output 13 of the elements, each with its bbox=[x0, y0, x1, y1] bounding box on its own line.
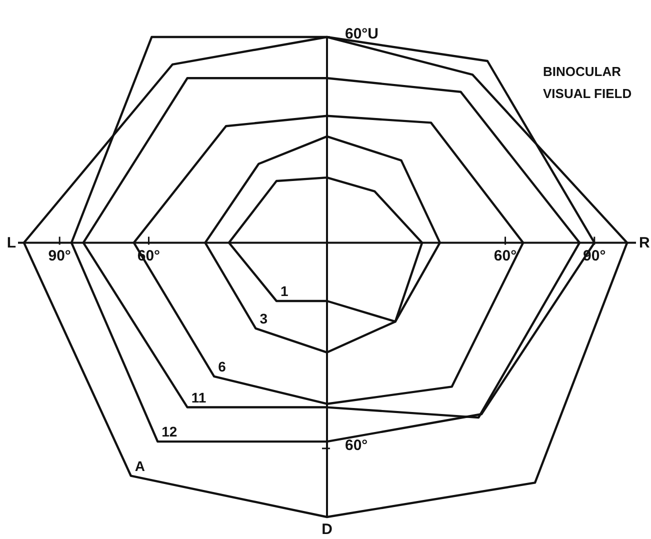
y-tick-label: 60°U bbox=[345, 26, 379, 42]
text: D bbox=[322, 521, 333, 538]
text: R bbox=[639, 234, 650, 252]
x-tick-label: 90° bbox=[48, 248, 71, 265]
series-label: 12 bbox=[162, 424, 178, 440]
series-label: 6 bbox=[218, 358, 226, 374]
series-label: 3 bbox=[260, 310, 268, 326]
series-label: A bbox=[134, 458, 146, 474]
text: BINOCULAR VISUAL FIELD bbox=[543, 64, 632, 101]
series-label: 1 bbox=[280, 283, 288, 299]
text: L bbox=[6, 234, 16, 252]
x-tick-label: 60° bbox=[494, 248, 517, 265]
series-label: 11 bbox=[191, 389, 206, 406]
